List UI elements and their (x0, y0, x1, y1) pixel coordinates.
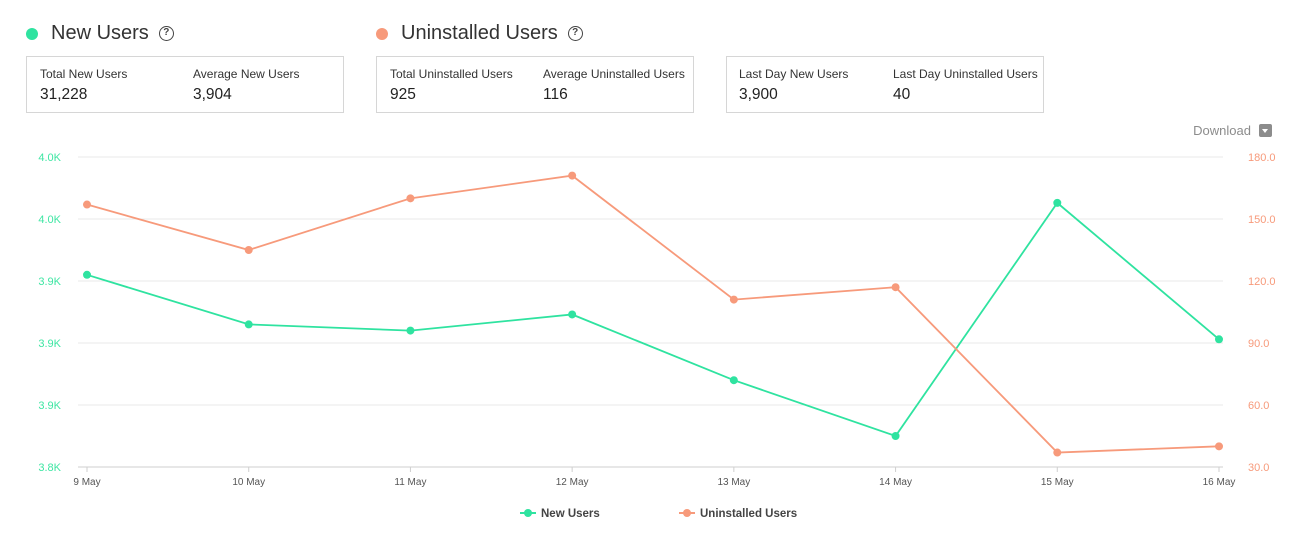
y-left-tick-label: 3.8K (38, 462, 61, 474)
x-tick-label: 11 May (394, 477, 426, 488)
legend-uninstalled-label: Uninstalled Users (700, 508, 797, 520)
total-new-users-value: 31,228 (40, 86, 88, 103)
uninstalled-users-point (729, 295, 738, 304)
y-right-tick-label: 90.0 (1248, 338, 1269, 350)
uninstalled-users-point (244, 246, 253, 254)
new-users-help-icon[interactable]: ? (158, 26, 174, 41)
y-right-tick-label: 60.0 (1248, 400, 1269, 412)
y-right-tick-label: 120.0 (1248, 276, 1276, 288)
y-right-tick-label: 150.0 (1248, 214, 1276, 226)
new-users-point (1215, 335, 1223, 344)
uninstalled-users-point (1215, 442, 1223, 451)
uninstalled-users-line (86, 174, 1220, 454)
new-users-point (729, 376, 738, 385)
uninstalled-users-point (891, 283, 900, 292)
average-new-users-value: 3,904 (193, 86, 232, 103)
legend-new-users-label: New Users (541, 508, 600, 520)
uninstalled-users-point (406, 194, 415, 203)
uninstalled-users-dot (376, 27, 388, 40)
uninstalled-users-point (1053, 448, 1062, 457)
new-users-dot (26, 27, 38, 40)
x-tick-label: 10 May (232, 477, 265, 488)
total-uninstalled-users-label: Total Uninstalled Users (390, 67, 513, 81)
download-label: Download (1193, 123, 1251, 138)
uninstalled-users-title: Uninstalled Users (401, 22, 558, 44)
last-day-uninstalled-users-value: 40 (893, 86, 911, 103)
x-tick-label: 12 May (556, 477, 589, 488)
y-left-tick-label: 4.0K (38, 214, 61, 226)
last-day-new-users-value: 3,900 (739, 86, 778, 103)
uninstalled-users-heading: Uninstalled Users ? (376, 22, 583, 45)
new-users-line (86, 201, 1220, 438)
new-users-point (891, 432, 900, 440)
x-tick-label: 9 May (73, 477, 100, 488)
last-day-uninstalled-users-label: Last Day Uninstalled Users (893, 67, 1038, 81)
average-uninstalled-users-label: Average Uninstalled Users (543, 67, 685, 81)
y-left-tick-label: 3.9K (38, 338, 61, 350)
y-left-tick-label: 3.9K (38, 276, 61, 288)
new-users-title: New Users (51, 22, 149, 44)
y-right-tick-label: 180.0 (1248, 152, 1276, 164)
new-users-point (406, 326, 415, 335)
x-tick-label: 14 May (879, 477, 912, 488)
uninstalled-users-help-icon[interactable]: ? (567, 26, 583, 41)
average-new-users-stat: Average New Users 3,904 (193, 67, 300, 104)
new-users-point (1053, 198, 1062, 207)
total-new-users-label: Total New Users (40, 67, 128, 81)
legend-uninstalled-marker (683, 509, 691, 517)
last-day-uninstalled-users-stat: Last Day Uninstalled Users 40 (893, 67, 1038, 104)
new-users-point (244, 320, 253, 329)
total-uninstalled-users-stat: Total Uninstalled Users 925 (390, 67, 513, 104)
x-tick-label: 16 May (1203, 477, 1236, 488)
legend-new-users-marker (524, 509, 532, 517)
total-new-users-stat: Total New Users 31,228 (40, 67, 127, 104)
last-day-card: Last Day New Users 3,900 Last Day Uninst… (726, 56, 1044, 113)
y-right-tick-label: 30.0 (1248, 462, 1269, 474)
average-uninstalled-users-stat: Average Uninstalled Users 116 (543, 67, 685, 104)
y-left-tick-label: 4.0K (38, 152, 61, 164)
x-tick-label: 13 May (717, 477, 750, 488)
uninstalled-users-point (83, 200, 91, 209)
average-uninstalled-users-value: 116 (543, 86, 568, 103)
dropdown-arrow-icon (1259, 124, 1272, 137)
last-day-new-users-stat: Last Day New Users 3,900 (739, 67, 848, 104)
new-users-point (568, 310, 577, 319)
new-users-card: Total New Users 31,228 Average New Users… (26, 56, 344, 113)
last-day-new-users-label: Last Day New Users (739, 67, 849, 81)
new-users-heading: New Users ? (26, 22, 174, 45)
download-button[interactable]: Download (1193, 123, 1272, 138)
x-tick-label: 15 May (1041, 477, 1074, 488)
uninstalled-users-card: Total Uninstalled Users 925 Average Unin… (376, 56, 694, 113)
total-uninstalled-users-value: 925 (390, 86, 416, 103)
new-users-point (83, 270, 91, 279)
average-new-users-label: Average New Users (193, 67, 300, 81)
y-left-tick-label: 3.9K (38, 400, 61, 412)
uninstalled-users-point (568, 171, 577, 180)
